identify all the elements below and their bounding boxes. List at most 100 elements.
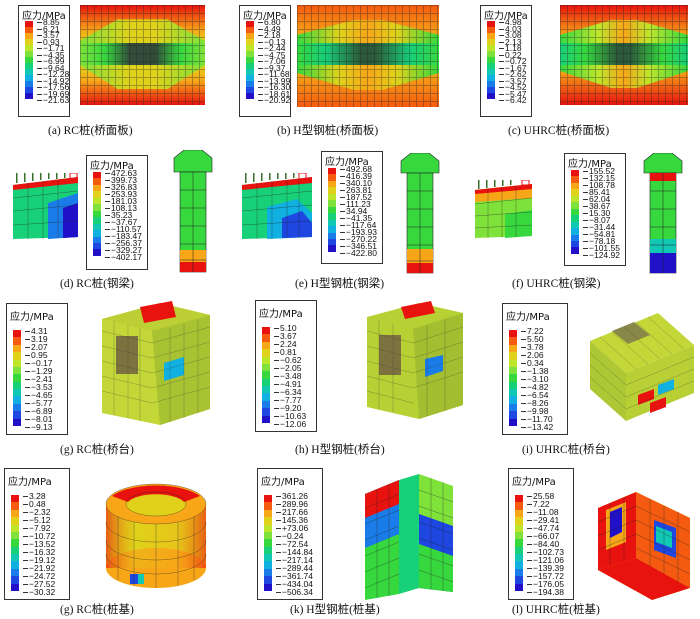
scale-swatch <box>25 87 33 93</box>
caption-h: (h) H型钢桩(桥台) <box>295 444 385 456</box>
scale-swatch <box>328 206 336 214</box>
color-scale <box>246 21 254 99</box>
legend-value: −72.54 <box>276 540 308 549</box>
color-scale <box>262 327 270 423</box>
scale-swatch <box>262 349 270 357</box>
scale-swatch <box>487 39 495 45</box>
scale-swatch <box>509 337 517 345</box>
legend-title: 应力/MPa <box>10 312 54 323</box>
scale-swatch <box>13 381 21 389</box>
legend-value: −157.72 <box>527 572 564 581</box>
deck-slab-contour <box>297 5 439 107</box>
scale-swatch <box>11 517 19 525</box>
legend-value: −7.77 <box>274 396 302 405</box>
legend-value: 3.19 <box>25 335 48 344</box>
legend-value: −101.55 <box>583 244 620 253</box>
legend-value: −27.52 <box>23 580 55 589</box>
legend-value: −5.47 <box>499 89 527 99</box>
legend-value: −361.74 <box>276 572 313 581</box>
abutment-model <box>101 301 211 425</box>
panel-d: 应力/MPa 472.63 399.73 326.83 253.93 181.03 108… <box>0 145 235 295</box>
scale-swatch <box>93 197 101 205</box>
legend-value: −110.57 <box>105 225 141 234</box>
scale-swatch <box>11 502 19 510</box>
scale-swatch <box>246 75 254 81</box>
scale-swatch <box>509 418 517 426</box>
legend-value: 2.13 <box>499 37 522 47</box>
legend-value: −13.42 <box>521 423 553 432</box>
legend-value: 1.18 <box>499 44 522 53</box>
panel-a: 应力/MPa 8.85 6.21 3.57 0.93 −1.71 −4.35 −6.99 −9… <box>0 0 230 145</box>
legend-value: −14.92 <box>37 76 69 86</box>
color-scale <box>11 495 19 591</box>
legend-value: −47.74 <box>527 524 559 533</box>
scale-swatch <box>264 576 272 584</box>
legend-value: −329.27 <box>105 246 142 255</box>
legend-value: 6.21 <box>37 24 60 34</box>
legend-value: −4.91 <box>274 380 302 389</box>
scale-swatch <box>262 408 270 416</box>
scale-swatch <box>264 546 272 554</box>
scale-swatch <box>262 393 270 401</box>
scale-swatch <box>264 517 272 525</box>
scale-swatch <box>246 57 254 63</box>
color-scale <box>509 330 517 426</box>
panel-i: 应力/MPa 7.22 5.50 3.78 2.06 0.34 −1.38 −3.10 −4.… <box>470 295 700 460</box>
color-scale <box>515 495 523 591</box>
scale-swatch <box>246 33 254 39</box>
scale-swatch <box>509 389 517 397</box>
scale-swatch <box>25 51 33 57</box>
pile-cap-model <box>105 483 207 588</box>
legend-value: 3.67 <box>274 332 297 341</box>
stress-legend: 应力/MPa 4.98 4.03 3.08 2.13 1.18 0.22 −0.72 −1.6… <box>480 5 532 117</box>
scale-swatch <box>246 27 254 33</box>
legend-value: −17.56 <box>37 83 69 92</box>
legend-value: 0.81 <box>274 348 297 357</box>
legend-value: 155.52 <box>583 167 615 176</box>
legend-title: 应力/MPa <box>259 309 303 320</box>
girder-contour <box>241 173 313 239</box>
scale-swatch <box>328 238 336 246</box>
scale-swatch <box>515 561 523 569</box>
legend-value: 2.06 <box>521 351 544 360</box>
legend-value: −11.68 <box>258 70 290 79</box>
scale-swatch <box>487 63 495 69</box>
scale-swatch <box>515 539 523 547</box>
legend-value: −1.67 <box>499 63 527 73</box>
legend-value: −1.29 <box>25 367 53 376</box>
legend-value: 3.08 <box>499 31 522 40</box>
legend-value: 132.15 <box>583 174 615 183</box>
caption-k: (k) H型钢桩(桩基) <box>290 604 380 616</box>
scale-swatch <box>93 236 101 243</box>
caption-c: (c) UHRC桩(桥面板) <box>508 125 610 137</box>
panel-g: 应力/MPa 4.31 3.19 2.07 0.95 −0.17 −1.29 −2.41 −3… <box>0 295 235 460</box>
legend-value: 326.83 <box>105 183 137 192</box>
legend-value: −54.81 <box>583 230 615 239</box>
legend-value: −9.20 <box>274 404 302 413</box>
legend-value: −10.63 <box>274 412 306 421</box>
legend-value: 181.03 <box>105 197 137 206</box>
legend-value: −270.22 <box>340 235 377 244</box>
caption-i: (i) UHRC桩(桥台) <box>522 444 610 456</box>
legend-value: 15.30 <box>583 209 610 218</box>
legend-value: −3.57 <box>499 76 527 86</box>
scale-swatch <box>515 568 523 577</box>
h-pile-model <box>364 474 454 600</box>
legend-value: 35.23 <box>105 211 132 220</box>
scale-swatch <box>25 81 33 87</box>
legend-value: −16.30 <box>258 83 290 92</box>
scale-swatch <box>487 69 495 75</box>
scale-swatch <box>246 39 254 45</box>
legend-value: 0.22 <box>499 50 522 60</box>
abutment-model <box>589 313 695 421</box>
scale-swatch <box>509 330 517 338</box>
legend-value: −506.34 <box>276 588 313 597</box>
scale-swatch <box>13 389 21 397</box>
scale-swatch <box>264 554 272 562</box>
caption-g2: (g) RC桩(桩基) <box>60 604 134 616</box>
scale-swatch <box>515 554 523 562</box>
scale-swatch <box>487 93 495 99</box>
scale-swatch <box>262 334 270 342</box>
scale-swatch <box>25 69 33 75</box>
legend-value: 3.57 <box>37 31 60 40</box>
